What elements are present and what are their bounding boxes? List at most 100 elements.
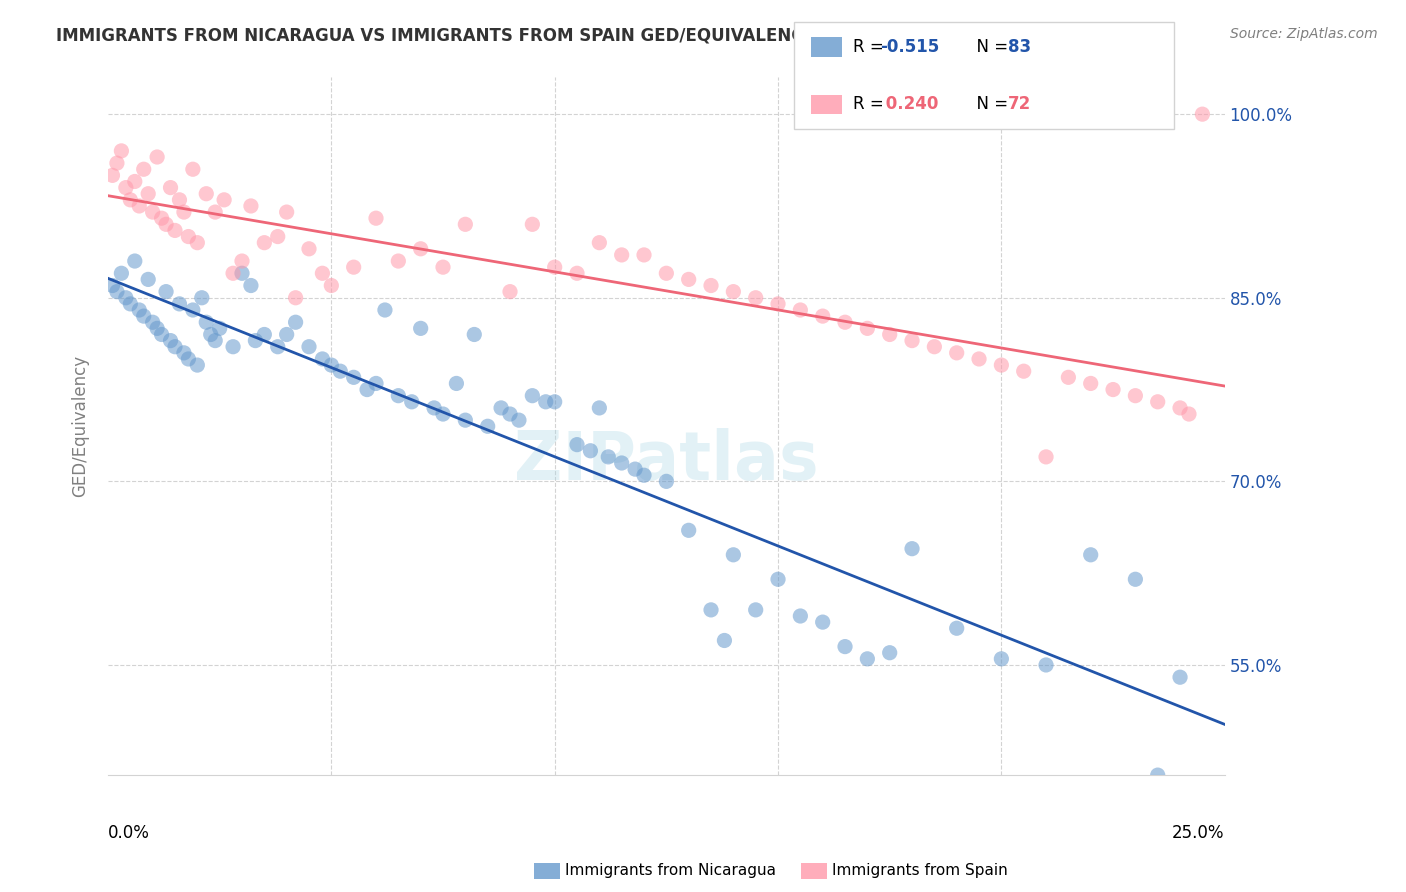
Point [463,327,485,342]
Text: 25.0%: 25.0% [1173,824,1225,842]
Point [124,174,146,188]
Point [990,358,1012,372]
Text: Immigrants from Nicaragua: Immigrants from Nicaragua [565,863,776,878]
Point [177,351,200,366]
Point [1102,383,1125,397]
Point [1178,407,1201,421]
Point [343,370,366,384]
Point [163,223,186,237]
Point [110,266,132,280]
Point [723,548,745,562]
Point [489,401,512,415]
Point [565,266,588,280]
Point [128,199,150,213]
Text: 72: 72 [1008,95,1032,113]
Text: Immigrants from Spain: Immigrants from Spain [832,863,1008,878]
Point [945,346,967,360]
Point [700,603,723,617]
Point [924,340,946,354]
Point [231,266,253,280]
Point [655,266,678,280]
Point [245,334,267,348]
Point [901,334,924,348]
Point [879,327,901,342]
Point [588,235,610,250]
Point [678,524,700,538]
Point [120,193,142,207]
Point [204,205,226,219]
Point [231,254,253,268]
Point [136,272,159,286]
Text: 83: 83 [1008,38,1031,56]
Point [901,541,924,556]
Point [811,615,834,629]
Text: R =: R = [853,95,890,113]
Point [195,315,218,329]
Point [713,633,735,648]
Point [276,327,298,342]
Point [208,321,231,335]
Point [239,199,262,213]
Point [212,193,235,207]
Point [159,180,181,194]
Point [624,462,647,476]
Point [499,285,522,299]
Text: 0.0%: 0.0% [108,824,150,842]
Point [186,235,208,250]
Point [173,205,195,219]
Point [1146,768,1168,782]
Point [321,278,343,293]
Point [432,407,454,421]
Point [284,291,307,305]
Point [364,376,387,391]
Point [401,394,423,409]
Point [499,407,522,421]
Point [856,321,879,335]
Point [678,272,700,286]
Point [356,383,378,397]
Point [169,297,191,311]
Point [222,266,245,280]
Point [181,303,204,318]
Point [204,334,226,348]
Text: IMMIGRANTS FROM NICARAGUA VS IMMIGRANTS FROM SPAIN GED/EQUIVALENCY CORRELATION C: IMMIGRANTS FROM NICARAGUA VS IMMIGRANTS … [56,27,1021,45]
Point [1168,401,1191,415]
Point [253,235,276,250]
Point [321,358,343,372]
Point [723,285,745,299]
Point [105,156,128,170]
Point [565,437,588,451]
Point [1080,548,1102,562]
Point [633,248,655,262]
Point [169,193,191,207]
Point [173,346,195,360]
Point [276,205,298,219]
Point [101,278,124,293]
Point [789,609,811,624]
Point [1080,376,1102,391]
Point [146,150,169,164]
Point [432,260,454,275]
Point [267,229,290,244]
Point [409,242,432,256]
Point [311,266,333,280]
Text: N =: N = [966,38,1014,56]
Text: 0.240: 0.240 [880,95,939,113]
Point [990,652,1012,666]
Text: Source: ZipAtlas.com: Source: ZipAtlas.com [1230,27,1378,41]
Point [1035,657,1057,672]
Point [879,646,901,660]
Point [142,315,165,329]
Point [766,297,789,311]
Point [136,186,159,201]
Point [267,340,290,354]
Point [177,229,200,244]
Point [744,291,766,305]
Point [115,291,138,305]
Point [142,205,165,219]
Point [146,321,169,335]
Point [544,260,567,275]
Point [1057,370,1080,384]
Point [128,303,150,318]
Point [610,456,633,470]
